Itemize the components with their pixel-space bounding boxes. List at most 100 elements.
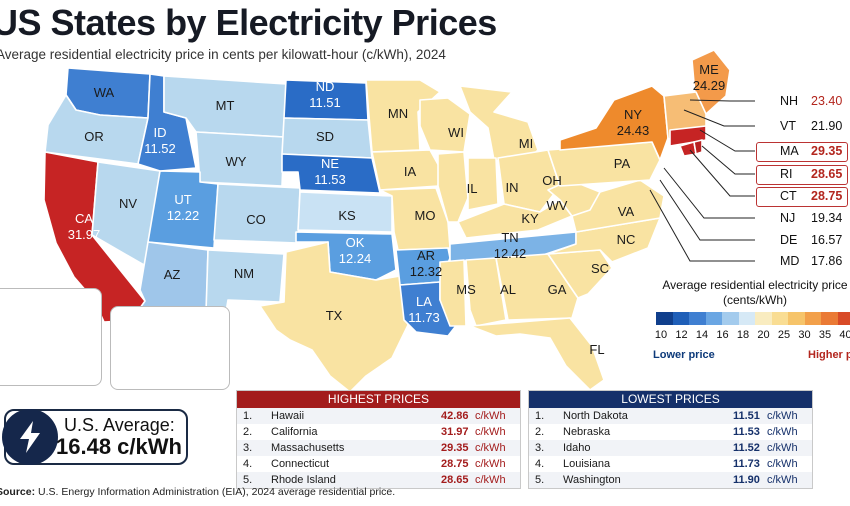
state-co: [213, 183, 301, 244]
highest-prices-header: HIGHEST PRICES: [237, 391, 520, 408]
callout-value: 28.75: [811, 189, 843, 203]
state-ga: [495, 253, 579, 321]
state-label-wy: WY: [226, 154, 247, 169]
legend-swatch: [788, 312, 805, 325]
state-nc: [547, 217, 661, 263]
rank-cell: 3.: [243, 442, 253, 454]
state-label-ga: GA: [548, 282, 567, 297]
state-va: [559, 179, 665, 233]
state-cell: Idaho: [563, 442, 591, 454]
legend-swatch: [771, 312, 788, 325]
state-label-nc: NC: [617, 232, 636, 247]
callout-leader-line: [659, 179, 755, 241]
price-cell: 42.86: [441, 410, 469, 422]
callout-ct: CT 28.75: [756, 187, 848, 207]
state-label-ok: OK: [346, 235, 365, 250]
lightning-icon: [2, 409, 58, 465]
price-cell: 28.65: [441, 474, 469, 486]
state-label-nv: NV: [119, 196, 137, 211]
state-cell: Louisiana: [563, 458, 611, 470]
legend-swatch: [656, 312, 673, 325]
state-cell: California: [271, 426, 318, 438]
us-average-value: 16.48 c/kWh: [56, 434, 182, 459]
callout-leader-line: [649, 189, 755, 262]
price-cell: 11.90: [733, 474, 760, 486]
state-label-ar: AR: [417, 248, 435, 263]
callout-value: 16.57: [811, 233, 843, 247]
callout-leader-line: [689, 149, 755, 197]
state-label-ky: KY: [521, 211, 539, 226]
legend-tick: 14: [695, 329, 709, 341]
state-label-in: IN: [506, 180, 519, 195]
legend-ticks: 10 12 14 16 18 20 25 30 35 40: [649, 329, 850, 343]
state-label-mo: MO: [415, 208, 436, 223]
state-tx: [259, 241, 409, 393]
state-value-id: 11.52: [144, 141, 176, 156]
price-cell: 11.51: [733, 410, 760, 422]
legend-low-label: Lower price: [653, 349, 715, 361]
state-label-wa: WA: [94, 85, 115, 100]
state-oh: [497, 149, 561, 213]
rank-cell: 2.: [535, 426, 545, 438]
state-cell: Hawaii: [271, 410, 305, 422]
state-label-oh: OH: [542, 173, 562, 188]
state-label-sc: SC: [591, 261, 609, 276]
state-ks: [297, 191, 393, 233]
state-value-ar: 12.32: [410, 264, 443, 279]
state-value-ny: 24.43: [617, 123, 650, 138]
state-label-ks: KS: [338, 208, 356, 223]
table-row: 2. Nebraska 11.53 c/kWh: [529, 424, 812, 440]
table-row: 3. Massachusetts 29.35 c/kWh: [237, 440, 520, 456]
state-label-wi: WI: [448, 125, 464, 140]
page-title: US States by Electricity Prices: [0, 2, 497, 43]
unit-cell: c/kWh: [767, 426, 798, 438]
price-cell: 31.97: [441, 426, 469, 438]
legend-tick: 16: [716, 329, 729, 341]
state-value-ca: 31.97: [68, 227, 101, 242]
callout-value: 17.86: [811, 254, 843, 268]
table-row: 4. Louisiana 11.73 c/kWh: [529, 456, 812, 472]
us-average-label: U.S. Average:: [64, 415, 175, 435]
callout-leader-line: [689, 99, 755, 102]
state-label-ca: CA: [75, 211, 93, 226]
state-cell: Washington: [563, 474, 621, 486]
state-label-id: ID: [154, 125, 167, 140]
state-value-ut: 12.22: [167, 208, 200, 223]
legend-swatch: [738, 312, 755, 325]
state-value-nd: 11.51: [309, 95, 341, 110]
state-value-la: 11.73: [408, 310, 440, 325]
legend-high-label: Higher price: [808, 349, 850, 361]
state-label-ut: UT: [174, 192, 191, 207]
price-cell: 11.73: [733, 458, 760, 470]
unit-cell: c/kWh: [767, 474, 798, 486]
state-label-sd: SD: [316, 129, 334, 144]
callout-leader-line: [701, 145, 755, 175]
unit-cell: c/kWh: [475, 442, 506, 454]
legend-swatch: [755, 312, 772, 325]
state-ri: [693, 139, 703, 155]
table-row: 4. Connecticut 28.75 c/kWh: [237, 456, 520, 472]
state-ne: [281, 153, 381, 194]
table-row: 5. Rhode Island 28.65 c/kWh: [237, 472, 520, 488]
legend-swatch: [821, 312, 838, 325]
price-cell: 29.35: [441, 442, 469, 454]
unit-cell: c/kWh: [475, 410, 506, 422]
legend-swatch: [837, 312, 850, 325]
state-label-mn: MN: [388, 106, 408, 121]
state-label-mt: MT: [216, 98, 235, 113]
state-value-ne: 11.53: [314, 172, 346, 187]
legend-tick: 30: [798, 329, 811, 341]
table-row: 3. Idaho 11.52 c/kWh: [529, 440, 812, 456]
price-cell: 11.53: [733, 426, 760, 438]
state-mi: [459, 85, 539, 165]
state-ms: [439, 259, 467, 327]
state-label-fl: FL: [589, 342, 604, 357]
callout-value: 29.35: [811, 144, 843, 158]
state-label-il: IL: [467, 181, 478, 196]
rank-cell: 5.: [535, 474, 545, 486]
lowest-prices-header: LOWEST PRICES: [529, 391, 812, 408]
state-label-tx: TX: [326, 308, 343, 323]
legend-swatch: [722, 312, 739, 325]
callout-nh: NH 23.40: [755, 92, 845, 112]
